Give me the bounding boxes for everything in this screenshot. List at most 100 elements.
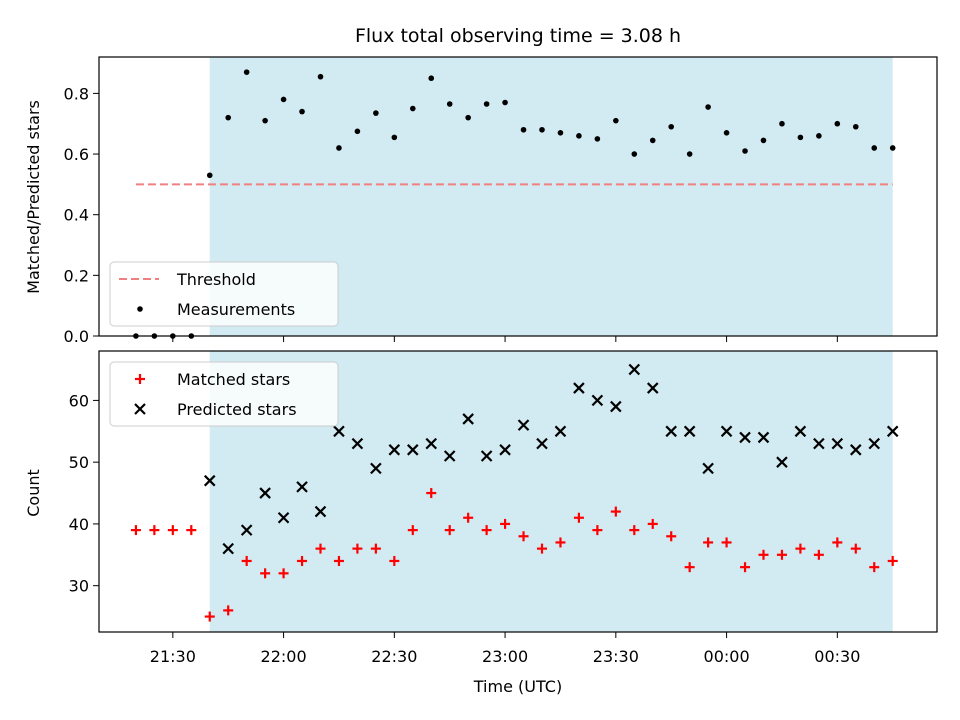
predicted-star-marker xyxy=(222,542,234,555)
y-tick-label: 40 xyxy=(69,515,89,534)
marker-stroke xyxy=(388,444,401,456)
x-tick-label: 23:30 xyxy=(593,647,639,666)
marker-stroke xyxy=(499,444,511,456)
measurement-point xyxy=(336,145,342,151)
marker-stroke xyxy=(240,524,253,536)
marker-stroke xyxy=(573,382,585,394)
matched-star-marker xyxy=(186,525,197,536)
matched-star-marker xyxy=(647,518,658,529)
measurement-point xyxy=(557,130,564,136)
measurement-point xyxy=(317,73,324,80)
matched-star-marker xyxy=(297,555,308,566)
measurement-point xyxy=(502,99,508,106)
predicted-star-marker xyxy=(665,425,677,438)
measurement-point xyxy=(631,151,638,157)
predicted-star-marker xyxy=(757,431,770,444)
legend-box xyxy=(109,361,339,427)
marker-stroke xyxy=(757,431,770,444)
matched-star-marker xyxy=(573,512,584,523)
marker-stroke xyxy=(646,382,659,394)
y-tick-label: 30 xyxy=(69,577,89,596)
marker-stroke xyxy=(370,462,382,475)
marker-stroke xyxy=(517,419,530,431)
measurement-point xyxy=(576,133,582,139)
marker-stroke xyxy=(443,450,456,462)
axes-frame xyxy=(98,56,938,337)
marker-stroke xyxy=(480,450,493,462)
y-tick-label: 0.8 xyxy=(64,84,89,103)
marker-stroke xyxy=(536,437,548,450)
marker-stroke xyxy=(610,400,622,413)
matched-star-marker xyxy=(352,543,363,554)
measurement-point xyxy=(446,101,453,107)
predicted-star-marker xyxy=(591,394,604,407)
marker-stroke xyxy=(794,425,807,438)
matched-star-marker xyxy=(333,555,344,566)
measurement-point xyxy=(354,128,361,135)
measurement-point xyxy=(594,136,601,142)
matched-star-marker xyxy=(223,605,234,616)
measurement-point xyxy=(262,117,268,124)
x-tick-label: 00:00 xyxy=(704,647,750,666)
marker-stroke xyxy=(665,425,677,438)
matched-star-marker xyxy=(555,537,566,548)
predicted-star-marker xyxy=(610,400,622,413)
y-tick-label: 0.2 xyxy=(64,266,89,285)
marker-stroke xyxy=(554,425,567,438)
marker-stroke xyxy=(720,425,733,438)
marker-stroke xyxy=(277,511,290,524)
predicted-star-marker xyxy=(314,505,327,518)
matched-star-marker xyxy=(426,488,437,499)
legend-label: Threshold xyxy=(176,270,256,289)
marker-stroke xyxy=(314,505,327,518)
measurement-point xyxy=(613,117,619,124)
predicted-star-marker xyxy=(370,462,382,475)
matched-star-marker xyxy=(592,525,603,536)
marker-stroke xyxy=(776,456,788,468)
matched-star-marker xyxy=(500,518,511,529)
marker-stroke xyxy=(868,437,881,450)
measurement-point xyxy=(871,145,878,151)
legend-box xyxy=(109,261,339,327)
legend: Matched stars Predicted stars xyxy=(109,361,339,427)
predicted-star-marker xyxy=(203,474,216,487)
marker-stroke xyxy=(296,481,308,493)
predicted-star-marker xyxy=(536,437,548,450)
measurement-point xyxy=(243,69,250,75)
matched-star-marker xyxy=(610,506,621,517)
measurement-point xyxy=(465,114,471,121)
matched-star-marker xyxy=(776,549,787,560)
predicted-star-marker xyxy=(333,425,345,438)
legend-measurement-swatch xyxy=(137,306,143,312)
marker-stroke xyxy=(886,425,899,438)
measurement-point xyxy=(742,148,748,154)
marker-stroke xyxy=(462,413,474,425)
marker-stroke xyxy=(222,542,234,555)
predicted-star-marker xyxy=(388,444,401,456)
marker-stroke xyxy=(425,437,438,450)
x-tick-label: 23:00 xyxy=(482,647,528,666)
matched-star-marker xyxy=(832,537,843,548)
matched-star-marker xyxy=(666,531,677,542)
matched-star-marker xyxy=(130,525,141,536)
matched-star-marker xyxy=(481,525,492,536)
matched-star-marker xyxy=(795,543,806,554)
matched-star-marker xyxy=(703,537,714,548)
predicted-star-marker xyxy=(462,413,474,425)
matched-star-marker xyxy=(850,543,861,554)
count-y-axis-label: Count xyxy=(24,469,43,517)
x-tick-label: 22:00 xyxy=(261,647,307,666)
predicted-star-marker xyxy=(480,450,493,462)
matched-star-marker xyxy=(740,562,751,573)
matched-star-marker xyxy=(260,568,271,579)
predicted-star-marker xyxy=(794,425,807,438)
measurement-point xyxy=(280,96,287,103)
x-axis-label: Time (UTC) xyxy=(473,677,562,696)
measurement-point xyxy=(539,126,545,133)
marker-stroke xyxy=(259,487,271,499)
axes-frame xyxy=(98,350,938,633)
predicted-star-marker xyxy=(425,437,438,450)
matched-star-marker xyxy=(813,549,824,560)
legend-label: Matched stars xyxy=(177,370,290,389)
chart-title: Flux total observing time = 3.08 h xyxy=(355,25,681,47)
